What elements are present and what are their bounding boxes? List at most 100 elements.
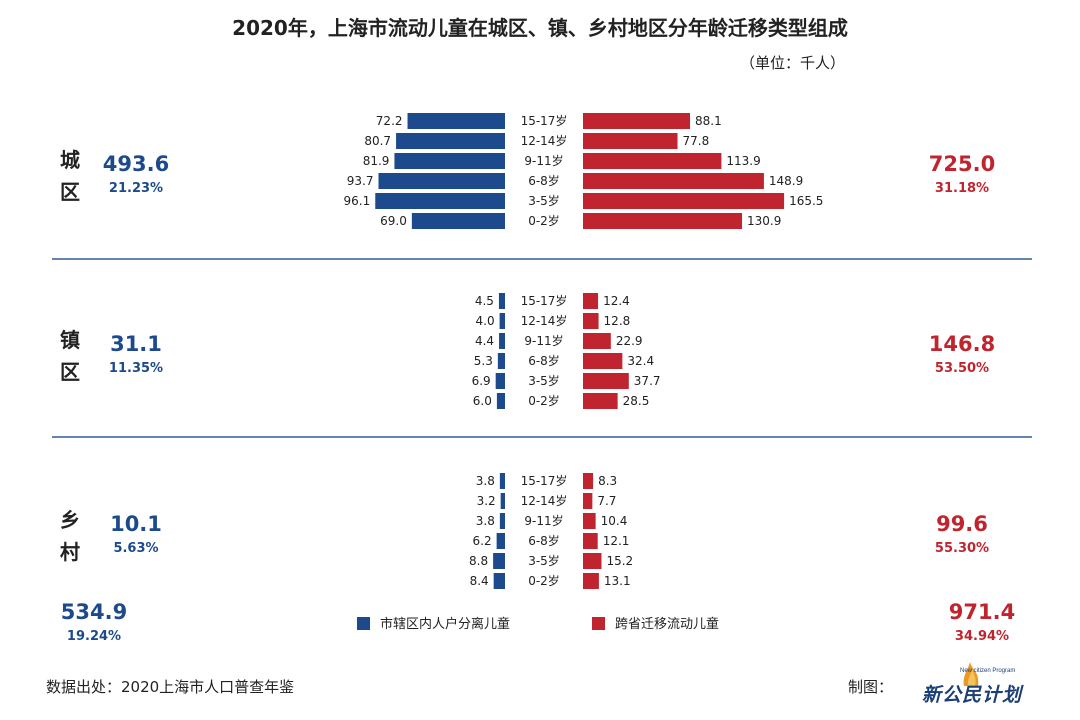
right-total: 146.8 [929,332,995,356]
region-label: 区 [60,360,80,384]
unit-label: （单位：千人） [740,54,846,72]
right-bar-value: 32.4 [627,354,654,368]
right-bar [583,473,594,489]
logo-tagline: New citizen Program [960,668,1016,674]
left-bar [375,193,505,209]
left-total: 493.6 [103,152,169,176]
left-bar-value: 93.7 [347,174,374,188]
age-label: 3-5岁 [528,193,560,208]
age-label: 9-11岁 [524,513,563,528]
left-bar [407,113,505,129]
left-bar [499,313,505,329]
left-bar [411,213,505,229]
age-label: 0-2岁 [528,213,560,228]
right-bar-value: 12.4 [603,294,630,308]
left-bar-value: 4.5 [475,294,494,308]
left-bar [493,573,505,589]
right-bar [583,153,722,169]
age-label: 15-17岁 [521,113,568,128]
right-bar [583,173,764,189]
right-bar [583,513,596,529]
right-bar-value: 130.9 [747,214,781,228]
age-label: 15-17岁 [521,293,568,308]
left-bar-value: 3.8 [476,474,495,488]
left-bar-value: 8.4 [470,574,489,588]
left-bar-value: 8.8 [469,554,488,568]
region-label: 区 [60,180,80,204]
legend-swatch-blue [357,617,370,630]
right-bar-value: 10.4 [601,514,628,528]
right-bar [583,313,599,329]
right-bar [583,113,691,129]
region-label: 镇 [60,328,80,352]
age-label: 12-14岁 [521,313,568,328]
left-bar-value: 3.8 [476,514,495,528]
left-bar [500,493,505,509]
right-bar [583,393,618,409]
left-bar-value: 4.4 [475,334,494,348]
age-label: 6-8岁 [528,533,560,548]
left-bar [396,133,505,149]
right-bar [583,493,593,509]
age-label: 3-5岁 [528,553,560,568]
right-bar [583,353,623,369]
right-bar-value: 22.9 [616,334,643,348]
left-bar-value: 3.2 [477,494,496,508]
right-bar-value: 77.8 [683,134,710,148]
right-bar [583,133,678,149]
region-label: 乡 [60,508,80,532]
left-bar [497,353,505,369]
left-bar-value: 96.1 [344,194,371,208]
overall-left-total: 534.9 [61,600,127,624]
left-bar [499,473,505,489]
left-bar [496,393,505,409]
legend-label: 市辖区内人户分离儿童 [380,616,510,632]
region-label: 城 [60,148,80,172]
age-label: 6-8岁 [528,173,560,188]
left-total: 31.1 [110,332,162,356]
right-bar-value: 88.1 [695,114,722,128]
age-label: 9-11岁 [524,153,563,168]
right-bar-value: 113.9 [726,154,760,168]
right-bar [583,193,785,209]
right-bar-value: 7.7 [597,494,616,508]
right-bar-value: 165.5 [789,194,823,208]
logo-text: 新公民计划 [922,684,1023,706]
left-bar-value: 72.2 [376,114,403,128]
right-bar-value: 13.1 [604,574,631,588]
left-bar-value: 5.3 [474,354,493,368]
right-percent: 55.30% [935,541,989,556]
age-label: 3-5岁 [528,373,560,388]
left-percent: 5.63% [113,541,158,556]
logo-flame-icon [963,662,979,686]
data-source: 数据出处：2020上海市人口普查年鉴 [46,678,295,696]
right-total: 725.0 [929,152,995,176]
right-bar [583,333,611,349]
chart-title: 2020年，上海市流动儿童在城区、镇、乡村地区分年龄迁移类型组成 [232,16,848,40]
right-bar-value: 15.2 [606,554,633,568]
right-bar-value: 8.3 [598,474,617,488]
right-bar-value: 12.8 [604,314,631,328]
left-bar-value: 6.0 [473,394,492,408]
overall-right-total: 971.4 [949,600,1015,624]
right-bar [583,533,598,549]
right-bar-value: 28.5 [623,394,650,408]
left-bar [496,533,505,549]
overall-left-percent: 19.24% [67,629,121,644]
right-bar [583,213,743,229]
left-percent: 11.35% [109,361,163,376]
right-bar [583,293,599,309]
right-percent: 53.50% [935,361,989,376]
left-total: 10.1 [110,512,162,536]
left-bar [378,173,505,189]
right-bar [583,373,629,389]
maker-label: 制图： [848,678,894,696]
left-bar-value: 6.2 [473,534,492,548]
left-bar [499,513,505,529]
left-bar [498,293,505,309]
left-bar-value: 81.9 [363,154,390,168]
legend-label: 跨省迁移流动儿童 [615,616,719,632]
region-label: 村 [60,540,80,564]
age-label: 0-2岁 [528,393,560,408]
age-label: 0-2岁 [528,573,560,588]
